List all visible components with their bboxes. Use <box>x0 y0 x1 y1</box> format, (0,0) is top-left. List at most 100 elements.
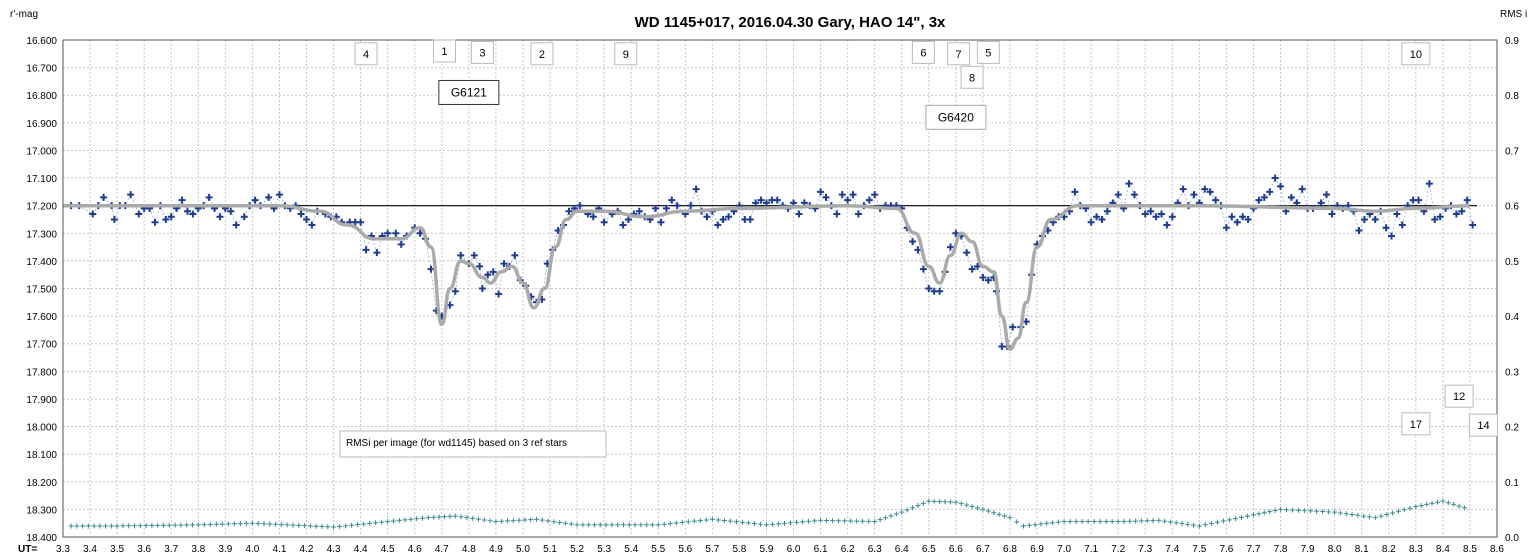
rms-point <box>1185 521 1191 527</box>
magnitude-point <box>362 246 370 254</box>
rms-point <box>942 499 948 505</box>
rms-point <box>436 514 442 520</box>
y-tick-label: 16.900 <box>26 119 57 130</box>
event-label: G6420 <box>938 110 974 124</box>
rms-point <box>1044 520 1050 526</box>
magnitude-point <box>484 271 492 279</box>
rms-point <box>872 519 878 525</box>
rms-point <box>302 523 308 529</box>
rms-point <box>860 518 866 524</box>
rms-point <box>1462 505 1468 511</box>
rms-point <box>379 519 385 525</box>
magnitude-point <box>849 191 857 199</box>
rms-point <box>1014 519 1020 525</box>
rms-point <box>1038 521 1044 527</box>
rms-point <box>261 521 267 527</box>
rms-point <box>745 520 751 526</box>
annotation-label: 8 <box>969 72 975 84</box>
magnitude-point <box>589 213 597 221</box>
rms-point <box>1332 509 1338 515</box>
rms-point <box>278 522 284 528</box>
rms-point <box>510 518 516 524</box>
magnitude-point <box>746 215 754 223</box>
magnitude-point <box>1222 224 1230 232</box>
y-tick-label: 17.400 <box>26 257 57 268</box>
y-tick-labels: 16.600 16.700 16.800 16.900 17.000 17.100 17.2… <box>26 36 57 544</box>
rms-point <box>1302 508 1308 514</box>
rms-point <box>782 520 788 526</box>
magnitude-point <box>205 193 213 201</box>
rms-point <box>679 519 685 525</box>
rms-point <box>184 522 190 528</box>
rms-point <box>1050 520 1055 526</box>
annotation-boxes: 4 1 3 2 9 6 7 5 8 10 12 17 14 G6121 G6420 <box>354 39 1498 437</box>
magnitude-point <box>127 191 135 199</box>
y-tick-label: 18.000 <box>26 423 57 434</box>
rms-point <box>603 522 609 528</box>
rms-point <box>545 518 551 524</box>
rms-point <box>1109 519 1115 525</box>
x-tick-label: 7.0 <box>1057 544 1071 555</box>
rms-point <box>685 519 691 525</box>
rms-point <box>172 522 178 528</box>
rms-point <box>1451 501 1457 507</box>
x-tick-label: 3.5 <box>110 544 124 555</box>
magnitude-point <box>757 196 765 204</box>
rms-point <box>1378 513 1384 519</box>
x-tick-label: 5.9 <box>760 544 774 555</box>
rms-point <box>824 518 830 524</box>
annotation-box: 3 <box>470 40 494 64</box>
rms-point <box>763 522 769 528</box>
annotation-box: 7 <box>947 42 971 66</box>
x-tick-label: 8.0 <box>1328 544 1342 555</box>
rms-point <box>667 521 673 527</box>
rms-point <box>904 507 910 513</box>
y2-tick-label: 0.4 <box>1505 312 1519 323</box>
rms-point <box>1272 507 1278 513</box>
rms-point <box>1055 519 1061 525</box>
rms-point <box>1220 518 1226 524</box>
y-tick-label: 17.500 <box>26 285 57 296</box>
rms-point <box>1440 498 1446 504</box>
rms-point <box>926 498 932 504</box>
rms-point <box>68 523 74 529</box>
rms-point <box>996 511 1002 517</box>
rms-point <box>80 523 86 529</box>
magnitude-point <box>162 215 170 223</box>
rms-point <box>91 523 97 529</box>
rms-point <box>505 518 511 524</box>
rms-point <box>255 520 261 526</box>
magnitude-point <box>936 287 944 295</box>
y-tick-label: 17.900 <box>26 395 57 406</box>
rms-point <box>373 520 379 526</box>
x-tick-label: 6.9 <box>1030 544 1044 555</box>
magnitude-point <box>703 213 711 221</box>
rms-point <box>313 523 319 529</box>
y-tick-label: 18.300 <box>26 505 57 516</box>
rms-point <box>425 515 431 521</box>
rms-point <box>331 524 337 530</box>
rms-point <box>1384 512 1390 518</box>
magnitude-point <box>719 215 727 223</box>
magnitude-point <box>1298 185 1306 193</box>
rms-point <box>132 523 138 529</box>
x-tick-label: 7.2 <box>1111 544 1125 555</box>
magnitude-point <box>1382 224 1390 232</box>
x-tick-label: 7.7 <box>1247 544 1261 555</box>
rms-point <box>1002 513 1008 519</box>
y-tick-label: 17.100 <box>26 174 57 185</box>
magnitude-point <box>1212 196 1220 204</box>
magnitude-point <box>1293 199 1301 207</box>
rms-point <box>464 515 470 521</box>
rms-point <box>499 518 505 524</box>
rms-point <box>830 518 836 524</box>
annotation-box: 2 <box>530 42 554 66</box>
rms-point <box>1091 519 1097 525</box>
annotation-box: 14 <box>1468 413 1498 437</box>
magnitude-point <box>227 207 235 215</box>
x-tick-label: 3.4 <box>83 544 97 555</box>
y2-axis-label: RMS i <box>1500 9 1527 20</box>
magnitude-point <box>470 251 478 259</box>
magnitude-point <box>635 207 643 215</box>
